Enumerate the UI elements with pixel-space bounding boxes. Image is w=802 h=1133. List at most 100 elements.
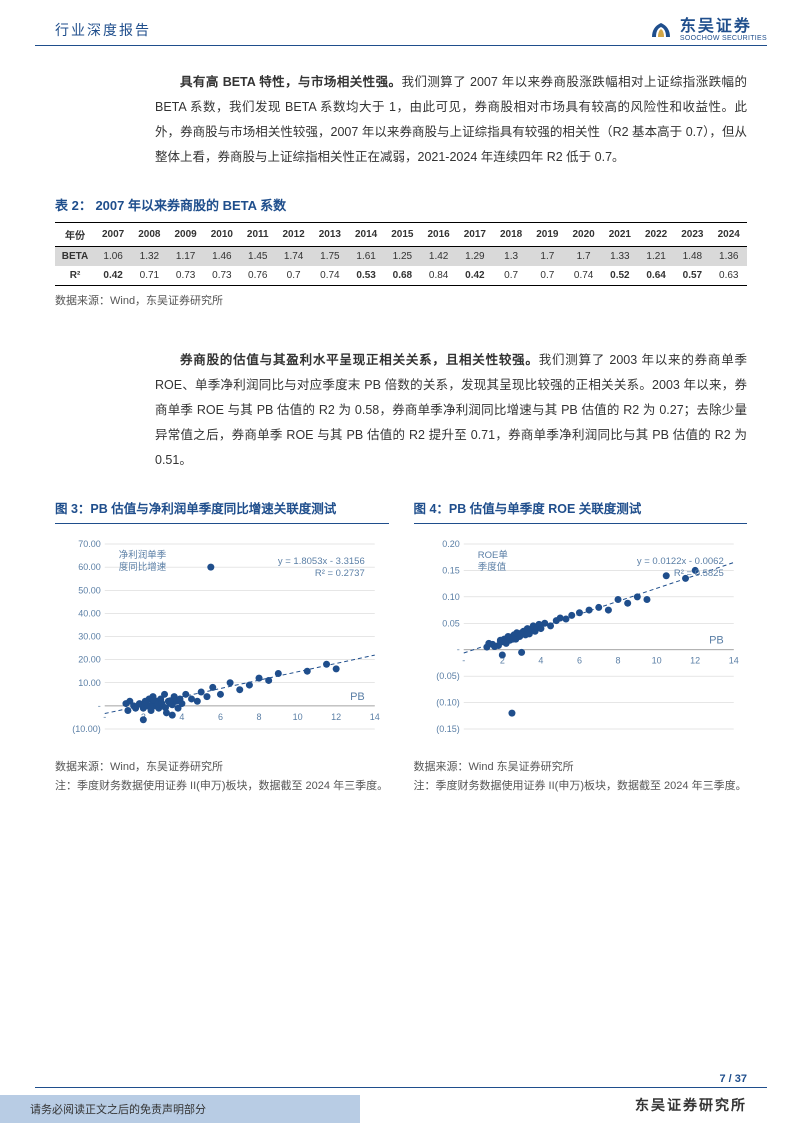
svg-text:PB: PB	[709, 635, 724, 647]
company-logo: 东吴证券 SOOCHOW SECURITIES	[648, 17, 767, 43]
para1-lead: 具有高 BETA 特性，与市场相关性强。	[180, 75, 401, 89]
chart4-note: 注：季度财务数据使用证券 II(申万)板块，数据截至 2024 年三季度。	[414, 778, 748, 796]
table-cell: 2010	[204, 223, 240, 247]
svg-text:-: -	[462, 656, 465, 666]
table-cell: 0.7	[493, 266, 529, 286]
table-cell: 1.42	[421, 247, 457, 267]
svg-text:8: 8	[257, 712, 262, 722]
table-cell: 0.73	[168, 266, 204, 286]
table-cell: 2012	[276, 223, 312, 247]
svg-text:14: 14	[728, 656, 738, 666]
svg-text:10: 10	[293, 712, 303, 722]
table-cell: 0.84	[421, 266, 457, 286]
table-beta-row: BETA1.061.321.171.461.451.741.751.611.25…	[55, 247, 747, 267]
table-r2-row: R²0.420.710.730.730.760.70.740.530.680.8…	[55, 266, 747, 286]
beta-table: 年份20072008200920102011201220132014201520…	[55, 222, 747, 286]
table-cell: 2018	[493, 223, 529, 247]
table-cell: 2020	[566, 223, 602, 247]
logo-text-cn: 东吴证券	[680, 19, 767, 35]
chart4-source: 数据来源：Wind 东吴证券研究所	[414, 758, 748, 774]
svg-text:6: 6	[218, 712, 223, 722]
svg-text:10.00: 10.00	[78, 678, 101, 688]
svg-text:0.15: 0.15	[442, 565, 460, 575]
svg-text:8: 8	[615, 656, 620, 666]
svg-text:20.00: 20.00	[78, 655, 101, 665]
table-cell: 2021	[602, 223, 638, 247]
svg-text:-: -	[98, 701, 101, 711]
svg-text:60.00: 60.00	[78, 562, 101, 572]
svg-text:4: 4	[179, 712, 184, 722]
table-cell: 0.57	[674, 266, 710, 286]
svg-text:PB: PB	[350, 691, 365, 703]
svg-text:ROE单: ROE单	[477, 549, 508, 561]
table-cell: 1.46	[204, 247, 240, 267]
chart4-column: 图 4：PB 估值与单季度 ROE 关联度测试 (0.15)(0.10)(0.0…	[414, 498, 748, 796]
svg-text:(0.15): (0.15)	[436, 724, 460, 734]
svg-text:(0.05): (0.05)	[436, 671, 460, 681]
table2-source: 数据来源：Wind，东吴证券研究所	[55, 292, 747, 308]
table-cell: 1.21	[638, 247, 674, 267]
table-cell: 2015	[384, 223, 420, 247]
table-cell: 2009	[168, 223, 204, 247]
table-cell: 1.17	[168, 247, 204, 267]
table-cell: 1.7	[529, 247, 565, 267]
table-cell: 2016	[421, 223, 457, 247]
svg-text:14: 14	[370, 712, 380, 722]
table-cell: 0.74	[312, 266, 348, 286]
chart4-svg: (0.15)(0.10)(0.05)-0.050.100.150.20-2468…	[414, 534, 748, 754]
svg-text:10: 10	[651, 656, 661, 666]
table-cell: 1.06	[95, 247, 131, 267]
chart3-svg: (10.00)-10.0020.0030.0040.0050.0060.0070…	[55, 534, 389, 754]
table2-title: 表 2： 2007 年以来券商股的 BETA 系数	[55, 195, 747, 214]
svg-text:(0.10): (0.10)	[436, 698, 460, 708]
chart3-source: 数据来源：Wind，东吴证券研究所	[55, 758, 389, 774]
svg-text:0.05: 0.05	[442, 618, 460, 628]
chart3-note: 注：季度财务数据使用证券 II(申万)板块，数据截至 2024 年三季度。	[55, 778, 389, 796]
table-cell: 1.45	[240, 247, 276, 267]
table-cell: 1.36	[711, 247, 748, 267]
svg-text:季度值: 季度值	[477, 561, 506, 573]
table-cell: 1.75	[312, 247, 348, 267]
logo-icon	[648, 17, 674, 43]
table-cell: R²	[55, 266, 95, 286]
svg-text:(10.00): (10.00)	[72, 724, 101, 734]
table-cell: 2011	[240, 223, 276, 247]
table-cell: 2023	[674, 223, 710, 247]
table-cell: 0.42	[457, 266, 493, 286]
svg-text:度同比增速: 度同比增速	[119, 561, 167, 573]
table-cell: 年份	[55, 223, 95, 247]
table-cell: 0.64	[638, 266, 674, 286]
svg-text:6: 6	[576, 656, 581, 666]
svg-text:R² = 0.2737: R² = 0.2737	[315, 568, 365, 579]
table-cell: 2014	[348, 223, 384, 247]
svg-text:50.00: 50.00	[78, 585, 101, 595]
content-area: 具有高 BETA 特性，与市场相关性强。我们测算了 2007 年以来券商股涨跌幅…	[55, 70, 747, 796]
table-cell: BETA	[55, 247, 95, 267]
table-cell: 0.76	[240, 266, 276, 286]
svg-text:y = 1.8053x - 3.3156: y = 1.8053x - 3.3156	[278, 556, 365, 567]
table-cell: 0.52	[602, 266, 638, 286]
table-cell: 1.48	[674, 247, 710, 267]
footer-org: 东吴证券研究所	[635, 1095, 747, 1115]
table-cell: 2024	[711, 223, 748, 247]
table-cell: 1.25	[384, 247, 420, 267]
svg-text:30.00: 30.00	[78, 632, 101, 642]
paragraph-2: 券商股的估值与其盈利水平呈现正相关关系，且相关性较强。我们测算了 2003 年以…	[155, 348, 747, 473]
svg-text:0.20: 0.20	[442, 539, 460, 549]
table-cell: 0.53	[348, 266, 384, 286]
table-cell: 1.3	[493, 247, 529, 267]
table-cell: 0.73	[204, 266, 240, 286]
chart3-title: 图 3：PB 估值与净利润单季度同比增速关联度测试	[55, 498, 389, 524]
svg-text:y = 0.0122x - 0.0062: y = 0.0122x - 0.0062	[636, 556, 723, 567]
disclaimer-bar: 请务必阅读正文之后的免责声明部分	[0, 1095, 360, 1123]
charts-row: 图 3：PB 估值与净利润单季度同比增速关联度测试 (10.00) - 10.00 2…	[55, 498, 747, 796]
table-cell: 1.74	[276, 247, 312, 267]
table-cell: 0.7	[529, 266, 565, 286]
table-cell: 2017	[457, 223, 493, 247]
svg-text:12: 12	[690, 656, 700, 666]
table-cell: 2008	[131, 223, 167, 247]
table-cell: 0.71	[131, 266, 167, 286]
svg-text:R² = 0.5825: R² = 0.5825	[673, 568, 723, 579]
table-cell: 2022	[638, 223, 674, 247]
svg-text:0.10: 0.10	[442, 592, 460, 602]
